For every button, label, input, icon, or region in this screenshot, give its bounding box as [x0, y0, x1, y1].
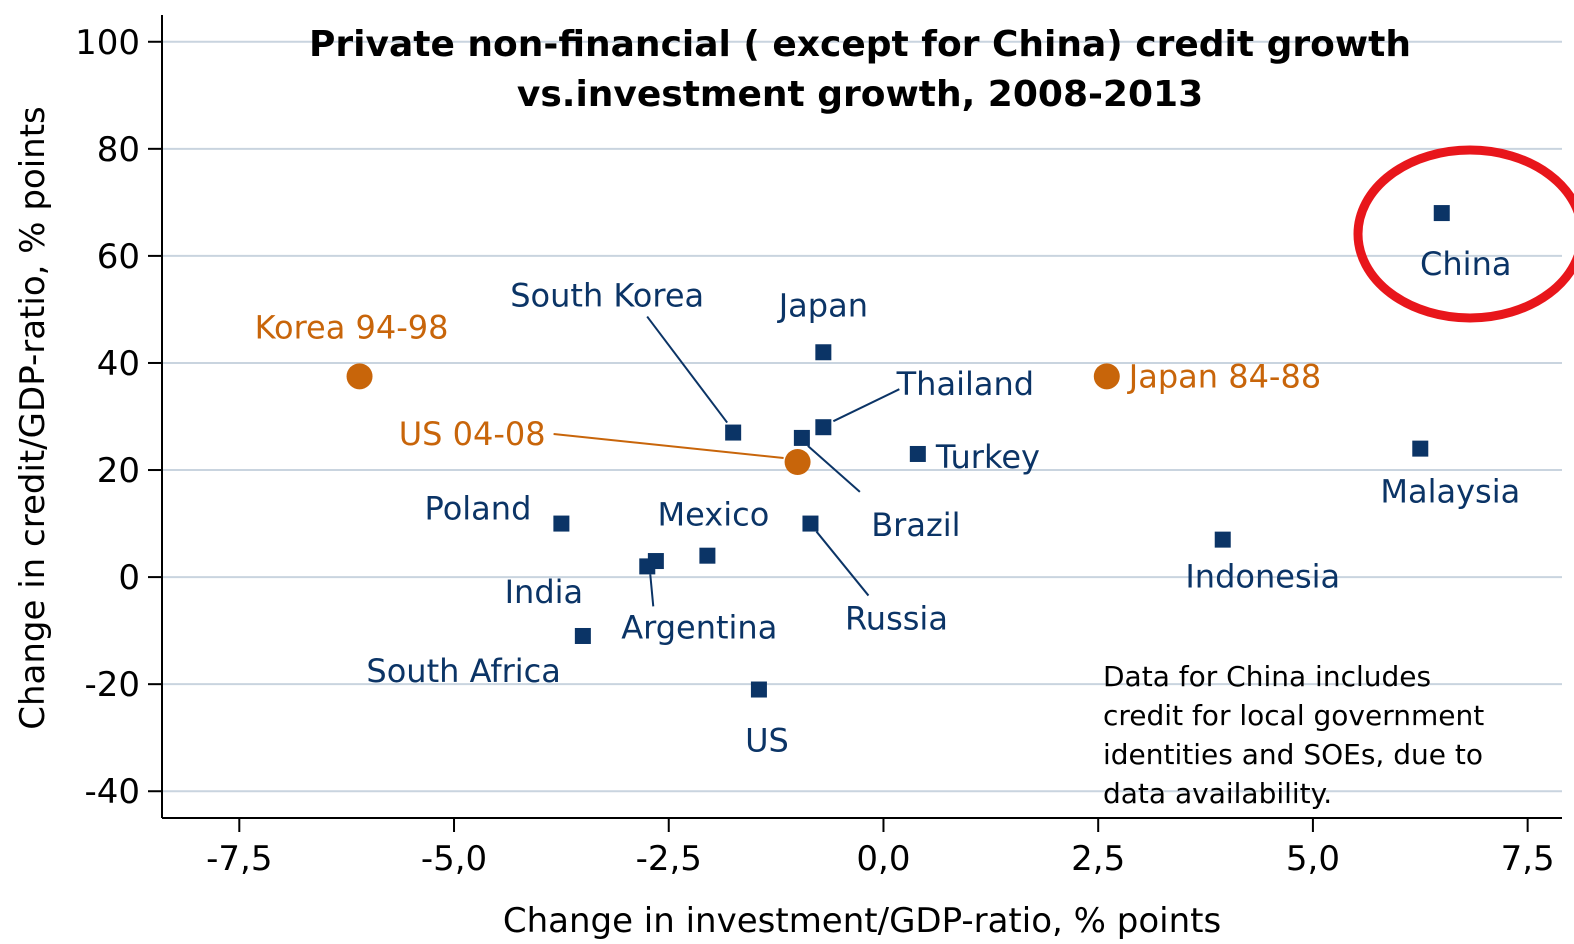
point-brazil [793, 429, 810, 446]
chart-title-line-2: vs.investment growth, 2008-2013 [517, 74, 1203, 115]
point-south-korea [725, 424, 742, 441]
annotation-line: identities and SOEs, due to [1103, 738, 1483, 771]
y-tick-label: -40 [84, 772, 140, 812]
x-tick-label: -7,5 [206, 839, 272, 879]
y-tick-label: 60 [97, 237, 140, 277]
label-thailand: Thailand [896, 365, 1034, 403]
point-mexico [699, 547, 716, 564]
x-axis-label: Change in investment/GDP-ratio, % points [503, 901, 1221, 941]
label-japan-84-88: Japan 84-88 [1127, 357, 1321, 395]
y-tick-label: 20 [97, 451, 140, 491]
x-tick-label: 5,0 [1286, 839, 1340, 879]
leader-thailand [832, 388, 900, 423]
point-korea-94-98 [346, 363, 373, 390]
axes [148, 15, 1562, 832]
point-russia [802, 515, 819, 532]
label-japan: Japan [777, 286, 868, 324]
leader-south-korea [646, 315, 728, 424]
china-highlight-circle [1353, 145, 1574, 323]
label-malaysia: Malaysia [1380, 473, 1520, 511]
point-malaysia [1412, 440, 1429, 457]
y-tick-label: -20 [84, 665, 140, 705]
y-tick-label: 100 [75, 23, 140, 63]
annotation-line: data availability. [1103, 777, 1332, 810]
label-korea-94-98: Korea 94-98 [255, 308, 449, 346]
tick-labels: -40 -20 0 20 40 60 80 100 -7,5 -5,0 -2,5 0,0 2,5 5,0 7… [75, 23, 1555, 879]
label-south-africa: South Africa [366, 652, 560, 690]
leader-russia [815, 530, 870, 597]
y-tick-label: 0 [118, 558, 140, 598]
leader-brazil [807, 445, 861, 493]
label-china: China [1420, 245, 1511, 283]
point-japan-84-88 [1093, 363, 1120, 390]
leader-lines [553, 315, 900, 607]
x-tick-label: -5,0 [421, 839, 487, 879]
leader-us-04-08 [553, 433, 784, 459]
data-points [346, 205, 1450, 698]
point-labels: China Japan South Korea Thailand Brazil Turke… [255, 245, 1521, 759]
point-us [750, 681, 767, 698]
label-indonesia: Indonesia [1185, 558, 1340, 596]
label-mexico: Mexico [658, 496, 770, 534]
point-thailand [815, 419, 832, 436]
point-us-04-08 [784, 449, 811, 476]
point-south-africa [574, 627, 591, 644]
label-us: US [745, 722, 789, 760]
y-axis-label: Change in credit/GDP-ratio, % points [13, 106, 53, 730]
leader-argentina [649, 574, 655, 607]
y-tick-label: 80 [97, 130, 140, 170]
chart-title-line-1: Private non-financial ( except for China… [309, 24, 1411, 65]
y-tick-label: 40 [97, 344, 140, 384]
annotation-note: Data for China includes credit for local… [1103, 660, 1484, 810]
label-us-04-08: US 04-08 [399, 415, 546, 453]
label-russia: Russia [845, 600, 948, 638]
gridlines [162, 40, 1562, 793]
x-tick-label: 2,5 [1071, 839, 1125, 879]
label-turkey: Turkey [935, 438, 1040, 476]
label-poland: Poland [425, 490, 532, 528]
point-argentina [639, 558, 656, 575]
point-poland [553, 515, 570, 532]
label-south-korea: South Korea [510, 277, 704, 315]
point-japan [815, 344, 832, 361]
annotation-line: Data for China includes [1103, 660, 1431, 693]
point-turkey [909, 445, 926, 462]
label-argentina: Argentina [621, 608, 777, 646]
label-india: India [505, 573, 584, 611]
x-tick-label: 0,0 [856, 839, 910, 879]
x-tick-label: -2,5 [636, 839, 702, 879]
label-brazil: Brazil [871, 506, 960, 544]
point-china [1433, 205, 1450, 222]
annotation-line: credit for local government [1103, 699, 1484, 732]
x-tick-label: 7,5 [1501, 839, 1555, 879]
point-indonesia [1214, 531, 1231, 548]
